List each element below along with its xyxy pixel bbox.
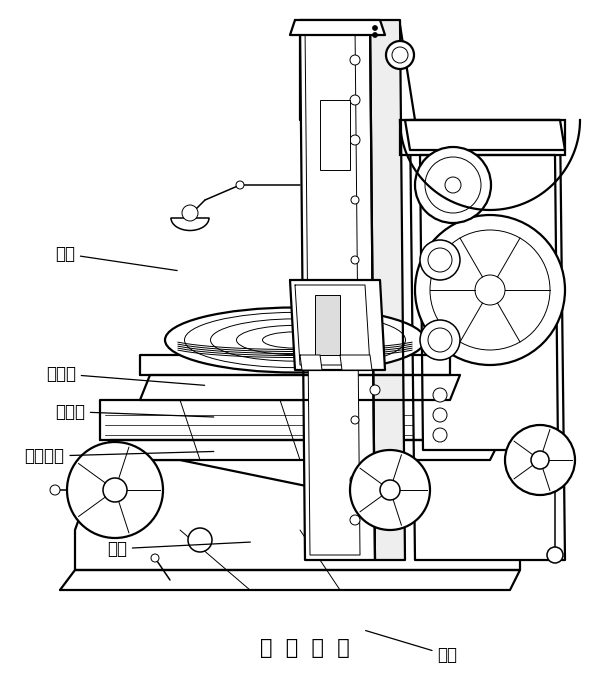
Polygon shape: [290, 20, 385, 35]
Circle shape: [350, 55, 360, 65]
Circle shape: [67, 442, 163, 538]
Circle shape: [386, 41, 414, 69]
Text: 下滑坐: 下滑坐: [46, 365, 204, 386]
Circle shape: [373, 32, 378, 38]
Polygon shape: [420, 155, 558, 450]
Circle shape: [505, 425, 575, 495]
Circle shape: [350, 515, 360, 525]
Circle shape: [415, 147, 491, 223]
Ellipse shape: [165, 307, 425, 372]
Circle shape: [351, 416, 359, 424]
Polygon shape: [295, 285, 370, 365]
Circle shape: [350, 95, 360, 105]
Circle shape: [531, 451, 549, 469]
Circle shape: [182, 205, 198, 221]
Polygon shape: [60, 570, 520, 590]
Text: 立柱: 立柱: [365, 630, 458, 664]
Circle shape: [428, 328, 452, 352]
Polygon shape: [305, 25, 360, 555]
Circle shape: [351, 196, 359, 204]
Polygon shape: [100, 400, 490, 440]
Text: 床身: 床身: [55, 245, 177, 270]
Circle shape: [50, 485, 60, 495]
Circle shape: [351, 256, 359, 264]
Circle shape: [380, 480, 400, 500]
Polygon shape: [100, 440, 500, 460]
Circle shape: [236, 181, 244, 189]
Text: 圆工作台: 圆工作台: [24, 447, 214, 465]
Circle shape: [103, 478, 127, 502]
Text: 普  通  插  床: 普 通 插 床: [260, 638, 350, 658]
Circle shape: [415, 215, 565, 365]
Circle shape: [430, 230, 550, 350]
Circle shape: [373, 25, 378, 30]
Circle shape: [370, 385, 380, 395]
Circle shape: [475, 275, 505, 305]
Circle shape: [433, 388, 447, 402]
Circle shape: [420, 240, 460, 280]
Circle shape: [350, 135, 360, 145]
Bar: [315, 295, 340, 355]
Circle shape: [433, 428, 447, 442]
Circle shape: [428, 248, 452, 272]
Circle shape: [392, 47, 408, 63]
Circle shape: [351, 336, 359, 344]
Circle shape: [433, 408, 447, 422]
Polygon shape: [300, 355, 322, 370]
Polygon shape: [75, 460, 520, 570]
Circle shape: [547, 547, 563, 563]
Text: 滑枝: 滑枝: [107, 540, 250, 558]
Circle shape: [350, 475, 360, 485]
Polygon shape: [140, 375, 460, 400]
Polygon shape: [140, 355, 450, 375]
Polygon shape: [405, 120, 565, 150]
Polygon shape: [340, 355, 372, 370]
Circle shape: [188, 528, 212, 552]
Bar: [400, 120, 565, 155]
Text: 上滑坐: 上滑坐: [55, 403, 214, 421]
Circle shape: [151, 554, 159, 562]
Polygon shape: [300, 20, 375, 560]
Polygon shape: [290, 280, 385, 370]
Circle shape: [420, 320, 460, 360]
Circle shape: [425, 157, 481, 213]
Polygon shape: [370, 20, 405, 560]
Circle shape: [350, 450, 430, 530]
Circle shape: [445, 177, 461, 193]
Polygon shape: [410, 120, 565, 560]
Bar: [320, 100, 350, 170]
